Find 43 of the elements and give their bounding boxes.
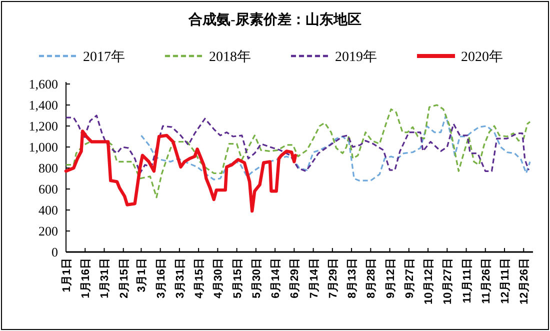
y-tick-label: 1,200: [28, 118, 58, 134]
x-tick-label: 10月27日: [442, 258, 454, 304]
legend-label: 2017年: [83, 49, 125, 65]
x-tick-label: 4月30日: [212, 258, 225, 298]
x-tick-label: 11月26日: [480, 258, 492, 304]
x-tick-label: 6月29日: [289, 258, 302, 298]
legend-label: 2018年: [209, 49, 251, 65]
x-tick-label: 8月28日: [366, 258, 378, 298]
x-tick-label: 3月31日: [174, 258, 186, 298]
x-tick-label: 10月12日: [423, 258, 436, 304]
line-series: [65, 104, 531, 198]
y-tick-label: 200: [38, 224, 58, 238]
x-tick-label: 12月26日: [518, 258, 531, 304]
x-tick-label: 8月13日: [346, 258, 359, 298]
x-tick-label: 3月1日: [136, 258, 148, 292]
x-tick-label: 1月16日: [80, 258, 92, 298]
y-tick-label: 400: [38, 202, 58, 218]
line-series: [65, 114, 530, 174]
x-tick-label: 6月14日: [270, 258, 282, 298]
x-tick-label: 12月11日: [500, 258, 512, 304]
line-series: [64, 130, 298, 213]
x-tick-label: 1月1日: [61, 258, 73, 292]
x-tick-label: 7月14日: [308, 258, 320, 298]
x-tick-label: 5月30日: [250, 258, 263, 298]
legend-label: 2020年: [461, 49, 503, 65]
y-tick-label: 1,000: [28, 140, 58, 154]
chart-title: 合成氨-尿素价差：山东地区: [188, 11, 362, 28]
y-tick-label: 1,400: [28, 98, 58, 112]
x-tick-label: 5月15日: [232, 258, 244, 298]
y-tick-label: 1,600: [28, 76, 58, 92]
y-tick-label: 800: [38, 160, 58, 176]
line-series: [140, 114, 531, 182]
y-tick-label: 600: [38, 182, 58, 196]
y-tick-label: 0: [52, 244, 58, 260]
legend-label: 2019年: [335, 49, 377, 65]
x-tick-label: 4月15日: [194, 258, 206, 298]
x-tick-label: 1月31日: [99, 258, 112, 298]
x-tick-label: 9月27日: [404, 258, 416, 298]
x-tick-label: 3月16日: [155, 258, 168, 298]
x-tick-label: 9月12日: [384, 258, 397, 298]
x-tick-label: 11月11日: [461, 258, 474, 304]
x-tick-label: 2月15日: [118, 258, 130, 298]
x-tick-label: 7月29日: [327, 258, 340, 298]
